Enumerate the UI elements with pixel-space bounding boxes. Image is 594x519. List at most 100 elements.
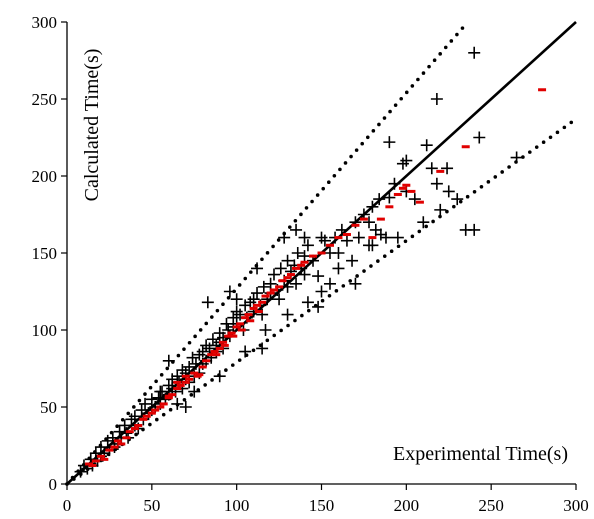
plus-point <box>139 397 152 410</box>
plus-point <box>203 342 216 355</box>
dash-point <box>402 183 411 187</box>
plus-point <box>312 270 325 283</box>
plus-point <box>473 131 486 144</box>
dash-point <box>376 217 385 221</box>
plus-point <box>273 293 286 306</box>
plus-point <box>183 360 196 373</box>
plus-point <box>430 177 443 190</box>
plus-point <box>196 345 209 358</box>
dash-point <box>139 417 148 421</box>
dash-point <box>117 442 126 446</box>
plus-point <box>468 46 481 59</box>
dash-point <box>142 414 151 418</box>
dash-point <box>309 254 318 258</box>
plus-point <box>256 342 269 355</box>
dash-point <box>317 251 326 255</box>
y-tick-label: 200 <box>32 167 58 186</box>
tick-labels: 0 50 100 150 200 250 300 0 50 100 150 200 250 300 <box>32 13 589 515</box>
plus-point <box>152 391 165 404</box>
plus-point <box>291 247 304 259</box>
dash-point <box>246 319 255 323</box>
plus-point <box>366 200 379 213</box>
y-tick-label: 0 <box>49 475 58 494</box>
plus-point <box>315 231 328 244</box>
dash-point <box>415 200 424 204</box>
plus-point <box>213 370 226 383</box>
dash-point <box>297 263 306 267</box>
plus-point <box>145 393 158 406</box>
plus-point <box>298 231 311 244</box>
dash-point <box>325 243 334 247</box>
plus-point <box>154 385 167 398</box>
dash-point <box>351 223 360 227</box>
dash-point <box>96 454 105 458</box>
dash-point <box>212 353 221 357</box>
x-tick-label: 100 <box>224 496 250 515</box>
dash-point <box>278 279 287 283</box>
plus-point <box>335 223 348 236</box>
dash-point <box>181 380 190 384</box>
y-tick-label: 250 <box>32 90 58 109</box>
plus-point <box>298 268 311 281</box>
dash-point <box>232 325 241 329</box>
dash-point <box>258 300 267 304</box>
dash-point <box>283 276 292 280</box>
dash-point <box>193 374 202 378</box>
plus-point <box>234 308 247 321</box>
dash-point <box>368 236 377 240</box>
plus-point <box>420 139 433 152</box>
plus-point <box>278 231 291 244</box>
plus-point <box>396 157 409 170</box>
dash-point <box>88 464 97 468</box>
x-axis-title: Experimental Time(s) <box>393 443 568 465</box>
plus-point <box>301 239 314 252</box>
dash-point <box>286 273 295 277</box>
plus-point <box>363 216 376 229</box>
x-tick-label: 200 <box>394 496 420 515</box>
dash-point <box>134 423 143 427</box>
dash-point <box>254 310 263 314</box>
dash-point <box>241 316 250 320</box>
y-axis-title: Calculated Time(s) <box>81 49 103 202</box>
dash-point <box>190 371 199 375</box>
plus-point <box>340 234 353 247</box>
plus-point <box>113 425 126 438</box>
plus-point <box>349 277 362 290</box>
plus-point <box>434 203 447 216</box>
dash-point <box>156 405 165 409</box>
dash-point <box>461 145 470 149</box>
dash-point <box>113 439 122 443</box>
x-tick-label: 0 <box>63 496 72 515</box>
plus-point <box>315 285 328 298</box>
plus-point <box>188 385 201 398</box>
plus-point <box>230 293 243 306</box>
plus-point <box>352 231 365 244</box>
dash-point <box>275 285 284 289</box>
plus-point <box>281 308 294 321</box>
plus-point <box>312 300 325 313</box>
dash-point <box>407 189 416 193</box>
dotted-bound-line <box>65 117 578 486</box>
plus-point <box>290 223 303 236</box>
dash-point <box>159 402 168 406</box>
dash-point <box>147 411 156 415</box>
plus-point <box>363 239 376 252</box>
plus-point <box>442 185 455 198</box>
dash-point <box>269 288 278 292</box>
dotted-bound-line <box>65 20 470 486</box>
plus-point <box>290 277 303 290</box>
plus-point <box>417 216 430 229</box>
dash-point <box>125 430 134 434</box>
dash-point <box>202 359 211 363</box>
plus-point <box>391 231 404 244</box>
dash-point <box>342 233 351 237</box>
plus-point <box>135 404 148 417</box>
plus-point <box>400 154 413 167</box>
plus-point <box>239 345 252 358</box>
dash-point <box>393 192 402 196</box>
plus-point <box>298 250 311 263</box>
dash-point <box>110 445 119 449</box>
dash-point <box>266 291 275 295</box>
plus-point <box>220 317 233 330</box>
plus-point <box>408 193 421 206</box>
